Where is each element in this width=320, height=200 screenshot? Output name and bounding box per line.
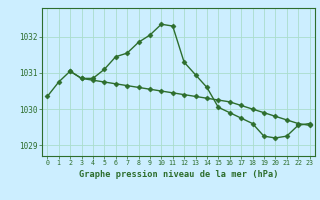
X-axis label: Graphe pression niveau de la mer (hPa): Graphe pression niveau de la mer (hPa) — [79, 170, 278, 179]
